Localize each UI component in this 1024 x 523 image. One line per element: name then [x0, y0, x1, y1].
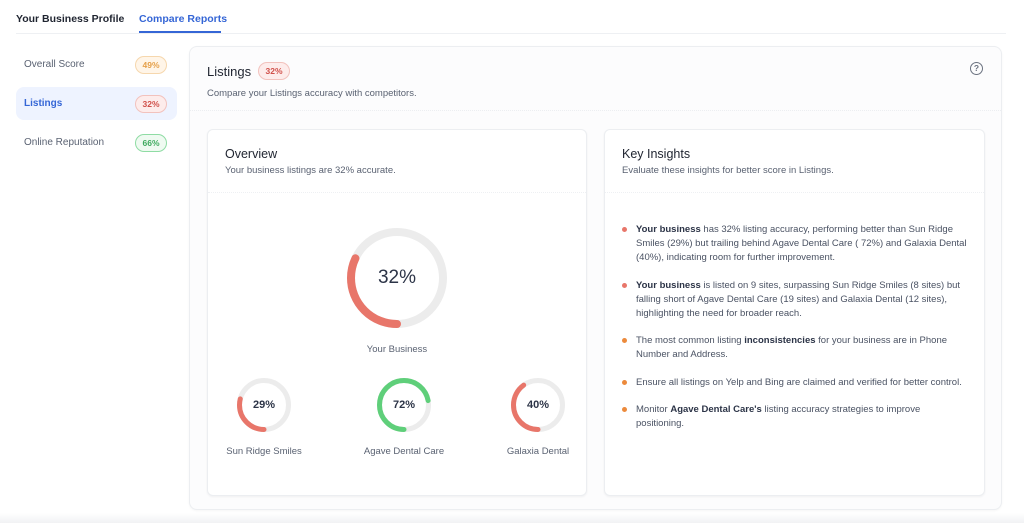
competitor-donut-agave-dental-care: 72%	[376, 377, 432, 433]
your-business-score: 32%	[377, 267, 417, 288]
competitor-name: Sun Ridge Smiles	[226, 446, 302, 457]
insight-item: Monitor Agave Dental Care's listing accu…	[622, 403, 967, 431]
insights-title: Key Insights	[622, 147, 691, 161]
insight-text: is listed on 9 sites, surpassing Sun Rid…	[636, 279, 961, 319]
overview-subtitle: Your business listings are 32% accurate.	[225, 165, 396, 176]
insight-list: Your business has 32% listing accuracy, …	[622, 223, 967, 445]
competitor-name: Galaxia Dental	[506, 446, 570, 457]
insight-item: Your business has 32% listing accuracy, …	[622, 223, 967, 265]
insights-header: Key Insights Evaluate these insights for…	[605, 130, 984, 193]
sidebar: Overall Score 49% Listings 32% Online Re…	[16, 48, 177, 165]
competitor-score: 72%	[392, 399, 416, 411]
page-title: Listings	[207, 64, 252, 79]
insight-text: Ensure all listings on Yelp and Bing are…	[636, 376, 962, 388]
insight-text: has 32% listing accuracy, performing bet…	[636, 224, 967, 263]
competitor-score: 40%	[526, 399, 550, 411]
donut-progress-arc	[511, 378, 565, 432]
top-nav: Your Business Profile Compare Reports	[16, 0, 1006, 34]
sidebar-item-label: Listings	[24, 98, 63, 109]
competitor-score: 29%	[252, 399, 276, 411]
tab-compare-reports[interactable]: Compare Reports	[139, 13, 228, 25]
overview-card: Overview Your business listings are 32% …	[207, 129, 587, 496]
sidebar-item-online-reputation[interactable]: Online Reputation 66%	[16, 126, 177, 159]
score-badge: 32%	[135, 95, 167, 113]
page-subtitle: Compare your Listings accuracy with comp…	[207, 88, 417, 99]
insight-emphasis: Your business	[636, 224, 701, 235]
key-insights-card: Key Insights Evaluate these insights for…	[604, 129, 985, 496]
insight-text: Monitor	[636, 404, 671, 415]
sidebar-item-label: Online Reputation	[24, 137, 105, 148]
question-circle-icon[interactable]: ?	[970, 62, 983, 75]
bullet-dot-icon	[622, 338, 627, 343]
insight-emphasis: Your business	[636, 279, 701, 291]
score-badge: 49%	[135, 56, 167, 74]
active-tab-indicator	[139, 31, 221, 33]
bullet-dot-icon	[622, 282, 627, 288]
your-business-label: Your Business	[366, 344, 428, 355]
listings-score-badge: 32%	[258, 62, 290, 80]
tab-your-business-profile[interactable]: Your Business Profile	[16, 13, 125, 25]
score-badge: 66%	[135, 134, 167, 152]
insight-text: The most common listing	[636, 335, 745, 346]
insight-item: Ensure all listings on Yelp and Bing are…	[622, 376, 967, 390]
competitor-donut-sun-ridge-smiles: 29%	[236, 377, 292, 433]
donut-progress-arc	[377, 378, 431, 432]
insight-emphasis: inconsistencies	[744, 335, 816, 346]
donut-progress-arc	[347, 228, 447, 328]
panel-header: Listings 32% Compare your Listings accur…	[190, 47, 1001, 111]
sidebar-item-overall-score[interactable]: Overall Score 49%	[16, 48, 177, 81]
insight-text: listing accuracy strategies to improve p…	[636, 404, 921, 429]
page-bottom-edge	[0, 513, 1024, 523]
overview-title: Overview	[225, 147, 278, 161]
sidebar-item-label: Overall Score	[24, 59, 85, 70]
listings-panel: Listings 32% Compare your Listings accur…	[189, 46, 1002, 510]
competitor-donut-galaxia-dental: 40%	[510, 377, 566, 433]
insight-item: The most common listing inconsistencies …	[622, 334, 967, 362]
overview-header: Overview Your business listings are 32% …	[208, 130, 586, 193]
insight-text: for your business are in Phone Number an…	[636, 335, 948, 360]
donut-progress-arc	[237, 378, 291, 432]
bullet-dot-icon	[622, 379, 627, 385]
insight-item: Your business is listed on 9 sites, surp…	[622, 279, 967, 321]
sidebar-item-listings[interactable]: Listings 32%	[16, 87, 177, 120]
bullet-dot-icon	[622, 407, 627, 412]
competitor-name: Agave Dental Care	[363, 446, 445, 457]
your-business-donut	[345, 226, 449, 330]
insights-subtitle: Evaluate these insights for better score…	[622, 165, 834, 176]
bullet-dot-icon	[622, 227, 627, 232]
insight-emphasis: Agave Dental Care's	[670, 404, 762, 415]
